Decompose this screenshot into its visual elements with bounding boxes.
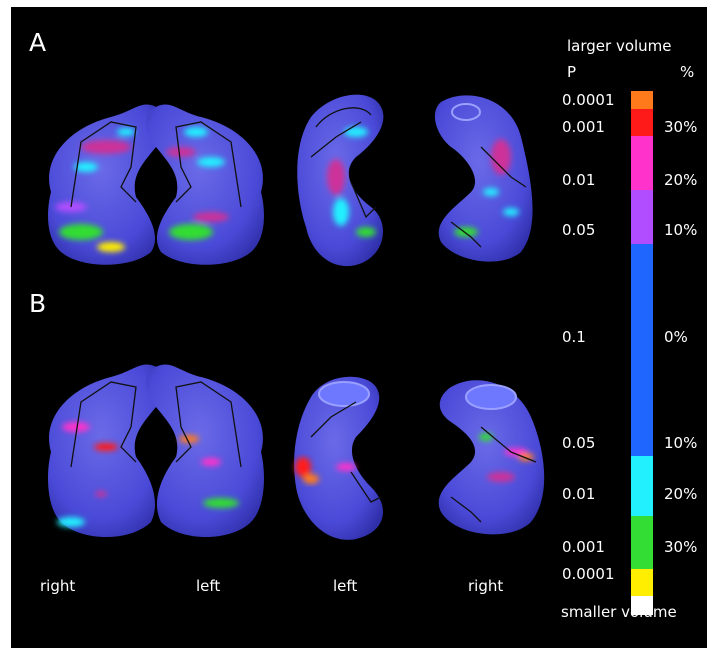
legend-pct-6: 20% — [664, 485, 698, 503]
legend-p-1: 0.001 — [562, 118, 605, 136]
brain-b-right — [48, 364, 166, 537]
legend-p-3: 0.05 — [562, 221, 596, 239]
color-scale-segment — [631, 109, 653, 136]
legend-pct-5: 10% — [664, 434, 698, 452]
legend-p-8: 0.0001 — [562, 565, 615, 583]
legend-pct-3: 10% — [664, 221, 698, 239]
color-scale-segment — [631, 91, 653, 109]
legend-pct-2: 20% — [664, 171, 698, 189]
brain-b-right-medial — [438, 380, 545, 535]
panel-label-a: A — [29, 28, 47, 57]
view-label-4: right — [468, 577, 504, 595]
legend-p-4: 0.1 — [562, 328, 586, 346]
brain-a-left — [146, 104, 264, 265]
color-scale-bar — [631, 91, 653, 615]
panel-label-b: B — [29, 289, 47, 318]
legend-pct-7: 30% — [664, 538, 698, 556]
color-scale-segment — [631, 516, 653, 569]
legend-pct-1: 30% — [664, 118, 698, 136]
brain-a-right — [48, 104, 166, 265]
color-scale-segment — [631, 136, 653, 190]
brain-b-left-medial — [294, 376, 383, 540]
legend-bottom-caption: smaller volume — [561, 603, 677, 621]
hippocampus-renderings — [48, 94, 545, 540]
color-scale-segment — [631, 596, 653, 615]
color-scale-segment — [631, 456, 653, 516]
legend-p-2: 0.01 — [562, 171, 596, 189]
color-scale-segment — [631, 190, 653, 244]
legend-p-5: 0.05 — [562, 434, 596, 452]
legend-p-0: 0.0001 — [562, 91, 615, 109]
legend-top-caption: larger volume — [567, 37, 672, 55]
brain-b-left — [146, 364, 264, 537]
color-scale-segment — [631, 569, 653, 596]
color-scale-segment — [631, 244, 653, 350]
figure-panel: A B — [11, 7, 707, 648]
legend-p-header: P — [567, 63, 577, 81]
color-scale-segment — [631, 350, 653, 456]
view-label-2: left — [196, 577, 221, 595]
view-label-1: right — [40, 577, 76, 595]
legend-pct-4: 0% — [664, 328, 688, 346]
view-label-3: left — [333, 577, 358, 595]
legend-p-7: 0.001 — [562, 538, 605, 556]
legend-pct-header: % — [680, 63, 695, 81]
legend-p-6: 0.01 — [562, 485, 596, 503]
brain-a-right-medial — [434, 95, 533, 262]
brain-a-left-medial — [297, 94, 384, 267]
